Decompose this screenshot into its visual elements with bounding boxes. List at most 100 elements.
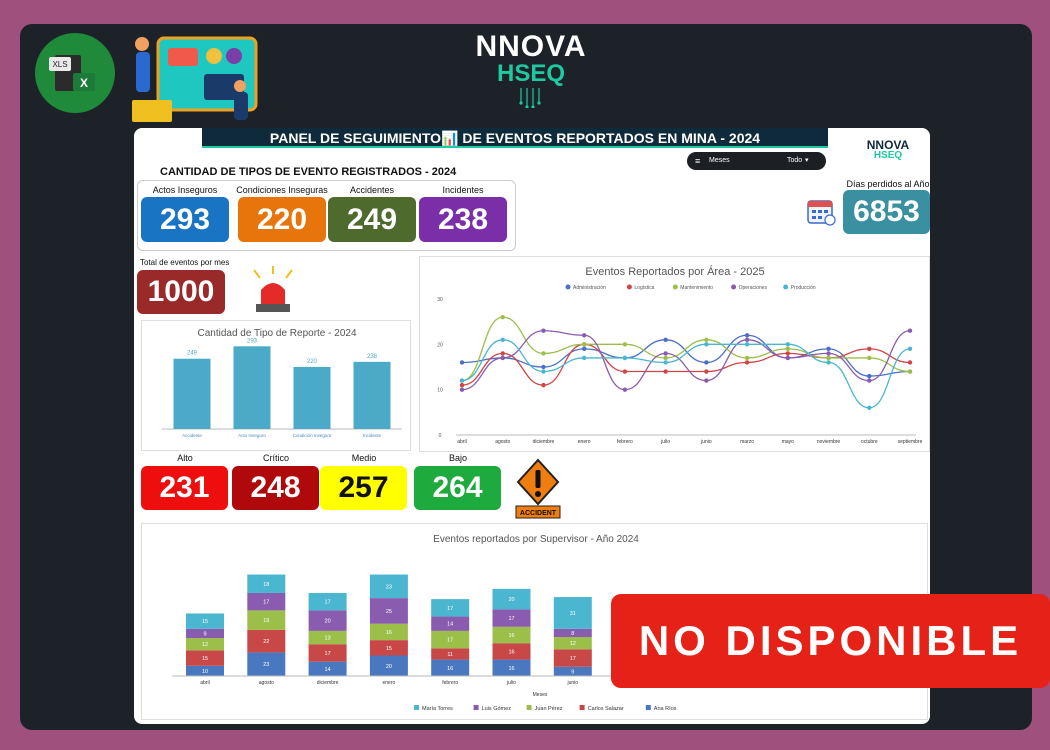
- brand-line1: NNOVA: [475, 30, 587, 63]
- team-illustration: [128, 30, 263, 125]
- stack-segment: [308, 592, 347, 611]
- y-tick-label: 30: [437, 297, 443, 303]
- legend-marker: [645, 705, 651, 710]
- alarm-icon: [248, 264, 298, 316]
- data-point: [663, 360, 668, 365]
- data-point: [541, 364, 546, 370]
- stack-segment: [553, 666, 592, 676]
- x-tick-label: enero: [578, 439, 591, 445]
- stack-segment: [431, 616, 470, 631]
- segment-label: 15: [202, 619, 208, 625]
- calendar-icon: [806, 196, 836, 226]
- meses-filter[interactable]: ≡ Meses Todo ▾: [687, 152, 826, 170]
- legend-entry: Administración: [573, 285, 606, 291]
- data-point: [744, 337, 750, 342]
- bar-value-label: 238: [367, 354, 378, 360]
- data-point: [785, 351, 791, 356]
- stack-segment: [308, 661, 347, 676]
- chart-title: Eventos reportados por Supervisor - Año …: [433, 534, 639, 545]
- bar-value-label: 249: [187, 351, 198, 357]
- data-point: [785, 346, 791, 352]
- data-point: [704, 337, 709, 342]
- legend-entry: Mantenimiento: [680, 285, 713, 291]
- tipo-reporte-svg: Cantidad de Tipo de Reporte - 2024 249 Acc…: [162, 328, 402, 438]
- svg-text:X: X: [80, 76, 88, 90]
- x-tick-label: febrero: [442, 680, 458, 686]
- x-tick-label: junio: [700, 439, 712, 445]
- x-axis-label: Meses: [533, 692, 548, 698]
- segment-label: 17: [570, 656, 576, 662]
- nivel-label: Crítico: [262, 453, 289, 463]
- legend-marker: [731, 284, 737, 290]
- data-point: [663, 369, 668, 374]
- series-line: [461, 339, 911, 409]
- data-point: [826, 355, 831, 361]
- legend-entry: Producción: [791, 285, 816, 291]
- segment-label: 15: [202, 656, 208, 662]
- segment-label: 9: [203, 631, 206, 637]
- bar: [293, 366, 331, 429]
- stack-segment: [431, 659, 470, 676]
- segment-label: 15: [386, 646, 392, 652]
- tipo-label: Actos Inseguros: [152, 185, 218, 195]
- data-point: [459, 387, 465, 392]
- bar: [353, 361, 391, 429]
- x-tick-label: mayo: [782, 439, 794, 445]
- data-point: [785, 355, 791, 361]
- bar: [233, 346, 271, 429]
- tipos-title: CANTIDAD DE TIPOS DE EVENTO REGISTRADOS …: [160, 166, 457, 178]
- stack-segment: [369, 623, 408, 641]
- segment-label: 16: [386, 630, 392, 636]
- data-point: [907, 328, 913, 333]
- stack-segment: [369, 640, 408, 656]
- data-point: [704, 369, 709, 374]
- data-point: [826, 346, 831, 352]
- x-tick-label: junio: [567, 680, 579, 686]
- no-disponible-banner: NO DISPONIBLE: [611, 594, 1050, 688]
- tipo-value: 238: [419, 197, 507, 242]
- stack-segment: [553, 597, 592, 629]
- stack-segment: [308, 630, 347, 645]
- stack-segment: [186, 613, 224, 629]
- x-tick-label: abril: [200, 680, 209, 686]
- data-point: [622, 387, 628, 392]
- segment-label: 10: [202, 669, 208, 675]
- segment-label: 16: [508, 649, 514, 655]
- data-point: [867, 346, 872, 352]
- data-point: [907, 369, 913, 374]
- bar-value-label: 220: [307, 359, 318, 365]
- stack-segment: [247, 652, 286, 676]
- x-tick-label: septiembre: [898, 439, 923, 445]
- chevron-down-icon: ▾: [805, 157, 809, 164]
- data-point: [541, 382, 546, 388]
- dias-value: 6853: [843, 190, 930, 234]
- legend-marker: [783, 284, 789, 290]
- data-point: [622, 369, 628, 374]
- total-label: Total de eventos por mes: [140, 258, 230, 267]
- excel-icon[interactable]: XLS X: [35, 33, 115, 113]
- x-tick-label: agosto: [495, 439, 510, 445]
- x-tick-label: julio: [506, 680, 516, 686]
- segment-label: 19: [263, 618, 269, 624]
- legend-marker: [579, 705, 585, 710]
- stack-segment: [247, 610, 286, 630]
- segment-label: 16: [508, 633, 514, 639]
- nivel-label: Alto: [177, 453, 193, 463]
- data-point: [581, 355, 587, 361]
- stack-segment: [431, 599, 470, 617]
- data-point: [826, 360, 831, 365]
- chart-title: Cantidad de Tipo de Reporte - 2024: [198, 328, 357, 339]
- data-point: [867, 373, 872, 379]
- x-tick-label: diciembre: [533, 439, 555, 445]
- legend-entry: Juan Pérez: [535, 706, 563, 712]
- data-point: [581, 342, 587, 347]
- tipo-value: 249: [328, 197, 416, 242]
- accident-sign-icon: ACCIDENT: [514, 458, 562, 520]
- stack-segment: [308, 610, 347, 631]
- bar-category-label: Accidente: [182, 433, 202, 438]
- xls-label: XLS: [52, 60, 67, 69]
- data-point: [744, 355, 750, 361]
- stack-segment: [431, 630, 470, 649]
- data-point: [459, 378, 465, 383]
- x-tick-label: marzo: [740, 439, 754, 445]
